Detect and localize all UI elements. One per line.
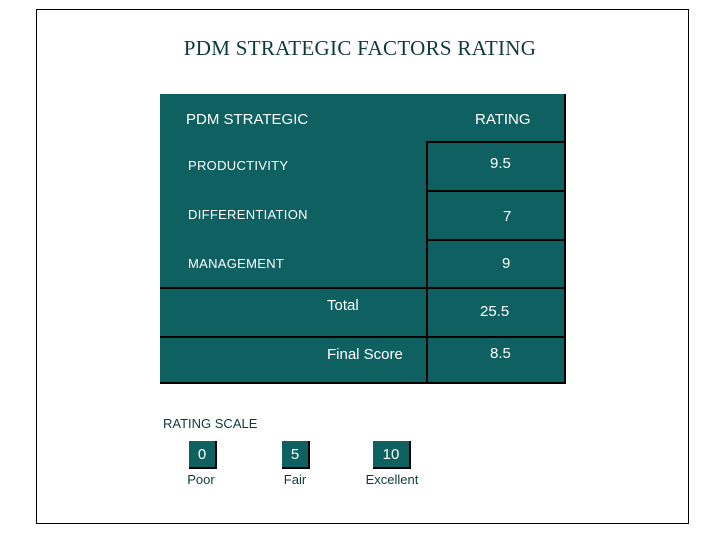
scale-label-poor: Poor <box>187 472 215 487</box>
header-rating: RATING <box>475 111 531 128</box>
row-divider <box>160 287 566 289</box>
final-score-label: Final Score <box>327 346 403 363</box>
total-label: Total <box>327 297 359 314</box>
page-title: PDM STRATEGIC FACTORS RATING <box>183 36 537 60</box>
slide-frame <box>36 9 689 524</box>
row-divider <box>426 141 566 143</box>
row-label-productivity: PRODUCTIVITY <box>188 158 289 173</box>
row-label-management: MANAGEMENT <box>188 256 285 271</box>
row-divider <box>426 190 566 192</box>
row-divider <box>426 239 566 241</box>
scale-box-5: 5 <box>282 441 310 469</box>
row-value-productivity: 9.5 <box>490 155 511 172</box>
row-label-differentiation: DIFFERENTIATION <box>188 207 308 222</box>
scale-label-excellent: Excellent <box>365 472 419 487</box>
scale-label-fair: Fair <box>283 472 307 487</box>
ratings-table: PDM STRATEGIC RATING PRODUCTIVITY 9.5 DI… <box>160 94 566 384</box>
rating-scale-title: RATING SCALE <box>163 416 258 431</box>
final-score-value: 8.5 <box>490 345 511 362</box>
row-value-management: 9 <box>502 255 511 272</box>
row-value-differentiation: 7 <box>503 208 512 225</box>
scale-box-0: 0 <box>189 441 217 469</box>
scale-box-10: 10 <box>373 441 411 469</box>
total-value: 25.5 <box>480 303 510 320</box>
header-factor: PDM STRATEGIC <box>186 111 309 128</box>
column-divider <box>426 142 428 384</box>
row-divider <box>160 336 566 338</box>
